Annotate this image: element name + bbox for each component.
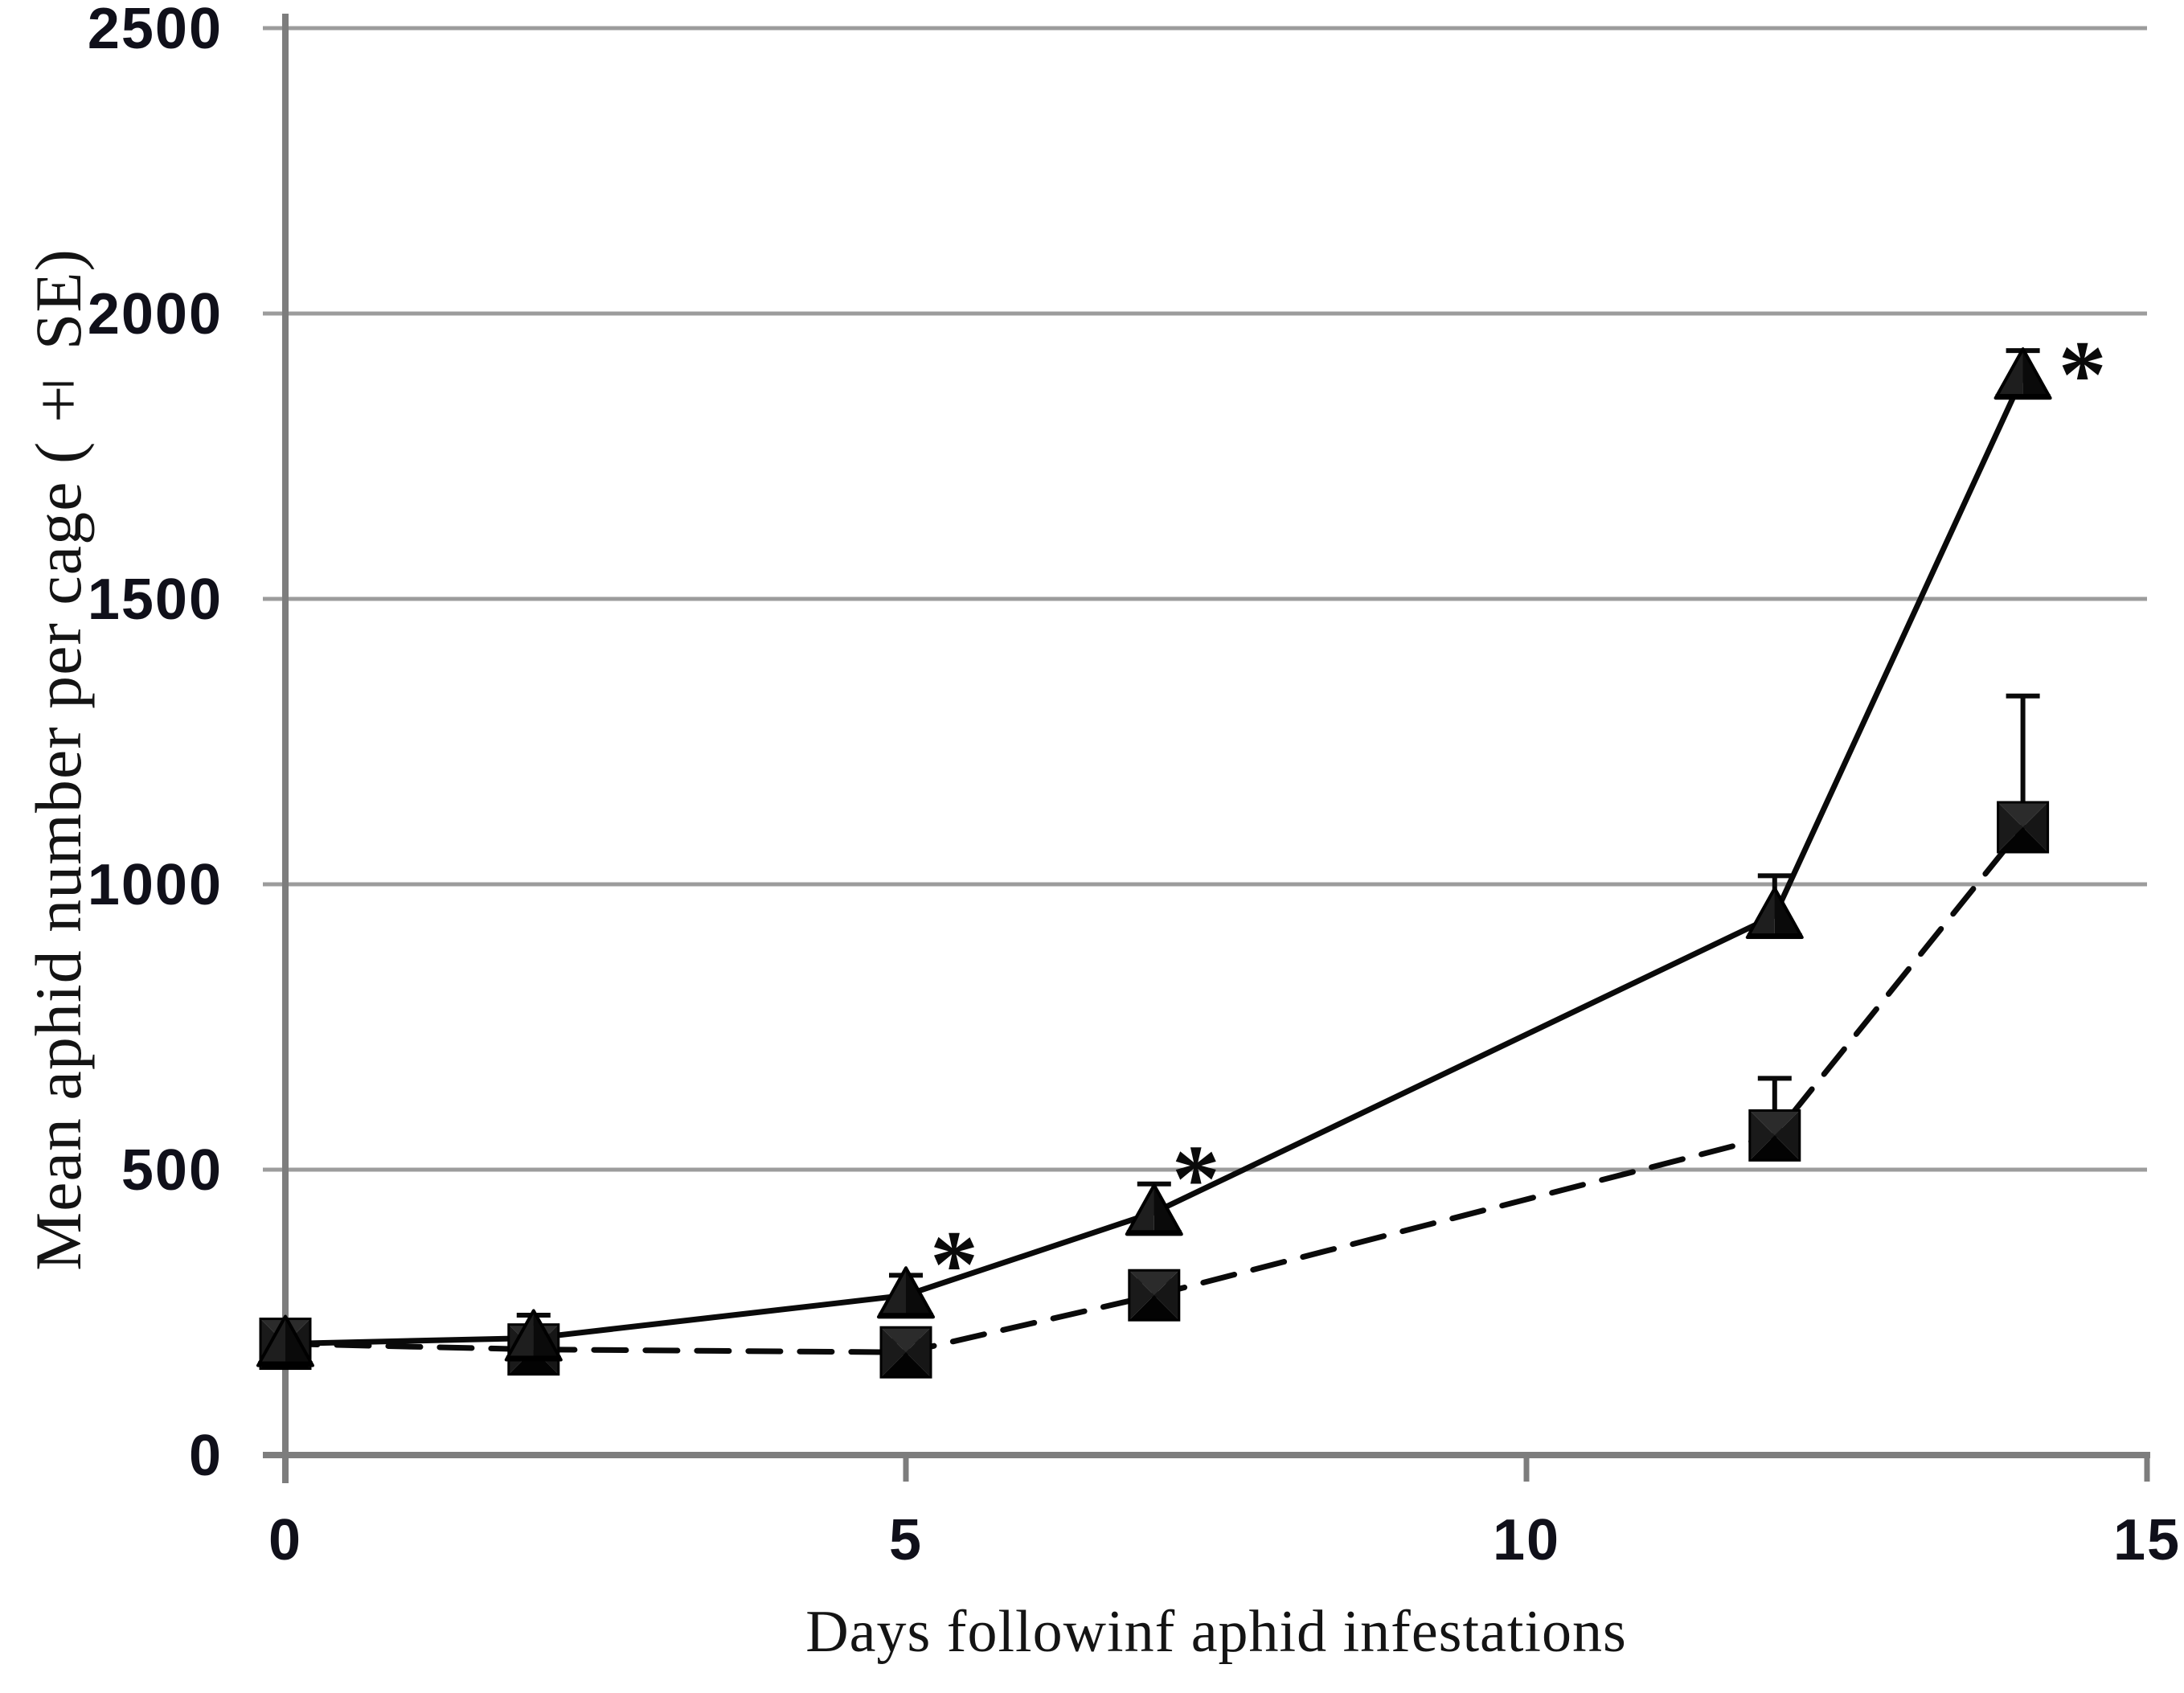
- gridlines: [263, 26, 2147, 1457]
- axes: [263, 14, 2150, 1483]
- x-tick-label-5: 5: [889, 1508, 923, 1572]
- square-marker-day14: [1997, 801, 2050, 854]
- significance-asterisk-day14: *: [2059, 321, 2107, 428]
- y-tick-label-0: 0: [189, 1424, 223, 1488]
- y-axis-title: Mean aphid number per cage (± SE): [22, 248, 95, 1271]
- y-tick-label-500: 500: [121, 1138, 223, 1203]
- square-marker-day12: [1748, 1109, 1801, 1162]
- significance-asterisk-day5: *: [930, 1211, 978, 1318]
- x-tick-label-15: 15: [2113, 1508, 2181, 1572]
- triangle-marker-day0: [256, 1314, 314, 1367]
- triangle-marker-day5: [877, 1266, 935, 1319]
- tick-labels: 0 500 1000 1500 2000 2500 0 5 10 15: [88, 0, 2181, 1572]
- series-line-square: [282, 824, 2026, 1355]
- square-marker-day7: [1128, 1269, 1181, 1322]
- triangle-marker-day7: [1125, 1183, 1183, 1236]
- series-markers-triangle: [256, 347, 2052, 1367]
- y-tick-label-1500: 1500: [88, 568, 223, 632]
- significance-asterisk-day7: *: [1172, 1125, 1220, 1232]
- annotations: * * *: [930, 321, 2107, 1318]
- series-line-triangle: [282, 373, 2026, 1347]
- triangle-marker-day2: [504, 1309, 563, 1362]
- series-lines: [282, 373, 2026, 1355]
- triangle-marker-day14: [1993, 347, 2052, 400]
- y-tick-label-1000: 1000: [88, 853, 223, 917]
- y-tick-label-2500: 2500: [88, 0, 223, 61]
- x-axis-title: Days followinf aphid infestations: [805, 1599, 1627, 1665]
- x-tick-label-10: 10: [1493, 1508, 1560, 1572]
- series-markers-square: [259, 801, 2050, 1379]
- y-tick-label-2000: 2000: [88, 282, 223, 346]
- square-marker-day5: [879, 1326, 932, 1379]
- x-tick-label-0: 0: [268, 1508, 302, 1572]
- triangle-marker-day12: [1745, 887, 1804, 940]
